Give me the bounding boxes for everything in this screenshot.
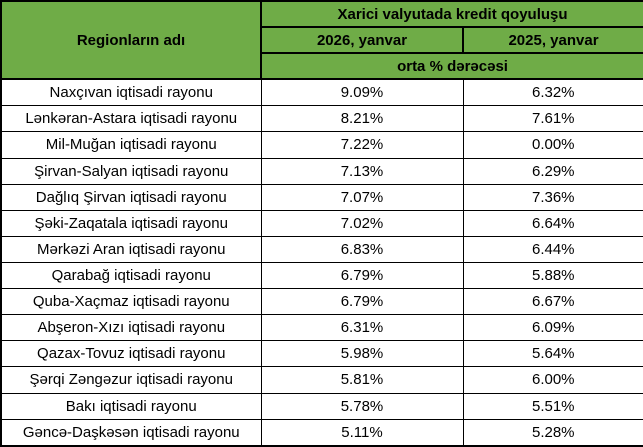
group-column-header: Xarici valyutada kredit qoyuluşu (259, 0, 643, 28)
rate-2026-cell: 5.98% (260, 340, 464, 368)
region-cell: Dağlıq Şirvan iqtisadi rayonu (0, 183, 262, 211)
rate-2026-cell: 6.83% (260, 235, 464, 263)
region-cell: Mərkəzi Aran iqtisadi rayonu (0, 235, 262, 263)
rate-2026-cell: 7.13% (260, 157, 464, 185)
table-row: Mil-Muğan iqtisadi rayonu 7.22% 0.00% (0, 131, 643, 159)
table-row: Naxçıvan iqtisadi rayonu 9.09% 6.32% (0, 78, 643, 107)
region-cell: Bakı iqtisadi rayonu (0, 392, 262, 420)
table-row: Şəki-Zaqatala iqtisadi rayonu 7.02% 6.64… (0, 209, 643, 237)
column-header-2025: 2025, yanvar (461, 26, 643, 54)
region-cell: Gəncə-Daşkəsən iqtisadi rayonu (0, 418, 262, 447)
rate-2026-cell: 9.09% (260, 78, 464, 107)
table-header: Regionların adı Xarici valyutada kredit … (0, 0, 643, 80)
rate-2026-cell: 6.31% (260, 314, 464, 342)
region-column-header: Regionların adı (0, 0, 262, 80)
table-row: Şərqi Zəngəzur iqtisadi rayonu 5.81% 6.0… (0, 366, 643, 394)
rate-2025-cell: 5.88% (462, 261, 643, 290)
table-row: Mərkəzi Aran iqtisadi rayonu 6.83% 6.44% (0, 235, 643, 263)
rate-2025-cell: 6.64% (462, 209, 643, 237)
region-cell: Şirvan-Salyan iqtisadi rayonu (0, 157, 262, 185)
rate-2025-cell: 6.00% (462, 366, 643, 394)
rate-2025-cell: 7.61% (462, 105, 643, 133)
rate-2025-cell: 6.29% (462, 157, 643, 185)
rate-2026-cell: 5.78% (260, 392, 464, 420)
table-row: Şirvan-Salyan iqtisadi rayonu 7.13% 6.29… (0, 157, 643, 185)
table-row: Quba-Xaçmaz iqtisadi rayonu 6.79% 6.67% (0, 288, 643, 316)
rate-2025-cell: 6.44% (462, 235, 643, 263)
region-cell: Abşeron-Xızı iqtisadi rayonu (0, 314, 262, 342)
table-row: Bakı iqtisadi rayonu 5.78% 5.51% (0, 392, 643, 420)
rate-2026-cell: 8.21% (260, 105, 464, 133)
table-row: Dağlıq Şirvan iqtisadi rayonu 7.07% 7.36… (0, 183, 643, 211)
rate-2026-cell: 7.07% (260, 183, 464, 211)
rate-2026-cell: 6.79% (260, 288, 464, 316)
table-body: Naxçıvan iqtisadi rayonu 9.09% 6.32% Lən… (0, 78, 643, 447)
rate-2026-cell: 7.02% (260, 209, 464, 237)
rate-2025-cell: 5.51% (462, 392, 643, 420)
table-row: Lənkəran-Astara iqtisadi rayonu 8.21% 7.… (0, 105, 643, 133)
rate-2025-cell: 5.64% (462, 340, 643, 368)
table-row: Abşeron-Xızı iqtisadi rayonu 6.31% 6.09% (0, 314, 643, 342)
region-cell: Qarabağ iqtisadi rayonu (0, 261, 262, 290)
region-cell: Naxçıvan iqtisadi rayonu (0, 78, 262, 107)
table-row: Gəncə-Daşkəsən iqtisadi rayonu 5.11% 5.2… (0, 418, 643, 447)
rate-2025-cell: 7.36% (462, 183, 643, 211)
rate-unit-subheader: orta % dərəcəsi (259, 52, 643, 80)
region-cell: Mil-Muğan iqtisadi rayonu (0, 131, 262, 159)
table-row: Qazax-Tovuz iqtisadi rayonu 5.98% 5.64% (0, 340, 643, 368)
rate-2026-cell: 6.79% (260, 261, 464, 290)
region-cell: Qazax-Tovuz iqtisadi rayonu (0, 340, 262, 368)
table-row: Qarabağ iqtisadi rayonu 6.79% 5.88% (0, 261, 643, 290)
rate-2025-cell: 6.67% (462, 288, 643, 316)
region-cell: Şəki-Zaqatala iqtisadi rayonu (0, 209, 262, 237)
region-cell: Şərqi Zəngəzur iqtisadi rayonu (0, 366, 262, 394)
rate-2026-cell: 5.81% (260, 366, 464, 394)
rate-2025-cell: 6.09% (462, 314, 643, 342)
column-header-2026: 2026, yanvar (260, 26, 464, 54)
rate-2025-cell: 6.32% (462, 78, 643, 107)
rate-2026-cell: 7.22% (260, 131, 464, 159)
rate-2026-cell: 5.11% (260, 418, 464, 447)
rate-2025-cell: 0.00% (462, 131, 643, 159)
region-cell: Lənkəran-Astara iqtisadi rayonu (0, 105, 262, 133)
region-cell: Quba-Xaçmaz iqtisadi rayonu (0, 288, 262, 316)
rate-2025-cell: 5.28% (462, 418, 643, 447)
